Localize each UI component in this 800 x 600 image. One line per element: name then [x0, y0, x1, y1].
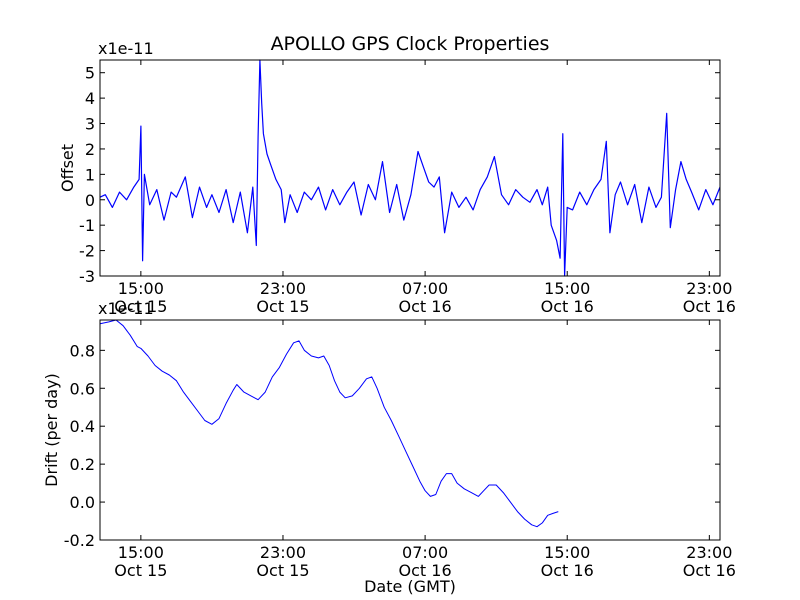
y-tick-label: -2	[79, 242, 95, 261]
x-tick-label: Oct 16	[683, 561, 736, 580]
x-tick-label: Oct 16	[541, 297, 594, 316]
x-tick-label: 15:00	[118, 279, 164, 298]
x-axis-label: Date (GMT)	[364, 577, 456, 596]
x-tick-label: Oct 16	[541, 561, 594, 580]
y-axis-label: Drift (per day)	[42, 373, 61, 487]
y-tick-label: 1	[85, 165, 95, 184]
x-tick-label: Oct 15	[114, 297, 167, 316]
chart-title: APOLLO GPS Clock Properties	[271, 33, 550, 55]
axes-frame	[99, 59, 721, 277]
x-tick-label: 15:00	[118, 543, 164, 562]
x-tick-label: 23:00	[686, 279, 732, 298]
y-tick-label: 0.6	[70, 379, 95, 398]
y-multiplier-label: x1e-11	[98, 39, 154, 58]
y-multiplier-label: x1e-11	[98, 299, 154, 318]
x-tick-label: 23:00	[260, 279, 306, 298]
x-tick-label: Oct 15	[256, 297, 309, 316]
x-tick-label: Oct 16	[683, 297, 736, 316]
x-tick-label: 23:00	[686, 543, 732, 562]
y-tick-label: 4	[85, 89, 95, 108]
y-tick-label: -1	[79, 216, 95, 235]
x-tick-label: 15:00	[544, 543, 590, 562]
y-tick-label: -3	[79, 267, 95, 286]
y-tick-label: -0.2	[64, 531, 95, 550]
x-tick-label: Oct 15	[256, 561, 309, 580]
x-tick-label: Oct 16	[399, 297, 452, 316]
y-axis-label: Offset	[58, 144, 77, 192]
series-line	[99, 319, 559, 528]
axes-frame	[99, 319, 721, 541]
x-tick-label: Oct 15	[114, 561, 167, 580]
x-tick-label: 07:00	[402, 279, 448, 298]
y-tick-label: 0.4	[70, 417, 95, 436]
x-tick-label: 07:00	[402, 543, 448, 562]
series-line	[99, 59, 721, 277]
x-tick-label: Oct 16	[399, 561, 452, 580]
x-tick-label: 15:00	[544, 279, 590, 298]
y-tick-label: 0.8	[70, 341, 95, 360]
y-tick-label: 0.0	[70, 493, 95, 512]
y-tick-label: 3	[85, 115, 95, 134]
y-tick-label: 2	[85, 140, 95, 159]
y-tick-label: 0	[85, 191, 95, 210]
x-tick-label: 23:00	[260, 543, 306, 562]
y-tick-label: 5	[85, 64, 95, 83]
y-tick-label: 0.2	[70, 455, 95, 474]
